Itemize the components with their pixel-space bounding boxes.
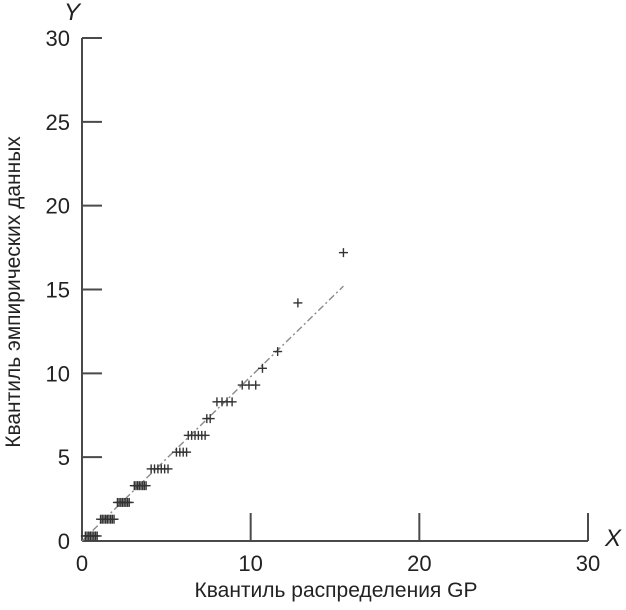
data-point	[251, 380, 261, 390]
data-point	[92, 531, 102, 541]
y-tick-label: 20	[46, 194, 70, 219]
data-point	[257, 363, 267, 373]
y-tick-label: 30	[46, 26, 70, 51]
ticks-layer: 0 5 10 15 20 25 30 0 10 20 30	[46, 26, 601, 576]
x-tick-label: 0	[76, 551, 88, 576]
data-point	[141, 481, 151, 491]
data-point	[163, 464, 173, 474]
data-point	[124, 497, 134, 507]
points-layer	[80, 248, 348, 541]
data-point	[205, 414, 215, 424]
data-point	[338, 248, 348, 258]
x-axis-title: Квантиль распределения GP	[195, 579, 478, 602]
data-point	[227, 397, 237, 407]
data-point	[182, 447, 192, 457]
y-tick-label: 0	[58, 529, 70, 554]
x-tick-label: 10	[238, 551, 262, 576]
data-point	[293, 298, 303, 308]
data-point	[200, 430, 210, 440]
y-axis-letter: Y	[64, 0, 82, 26]
data-point	[109, 514, 119, 524]
x-tick-label: 20	[407, 551, 431, 576]
y-tick-label: 5	[58, 445, 70, 470]
x-tick-label: 30	[576, 551, 600, 576]
y-axis-title: Квантиль эмпирических данных	[2, 136, 25, 448]
y-tick-label: 10	[46, 361, 70, 386]
x-axis-letter: X	[604, 525, 622, 552]
y-tick-label: 25	[46, 110, 70, 135]
y-tick-label: 15	[46, 278, 70, 303]
data-point	[273, 347, 283, 357]
